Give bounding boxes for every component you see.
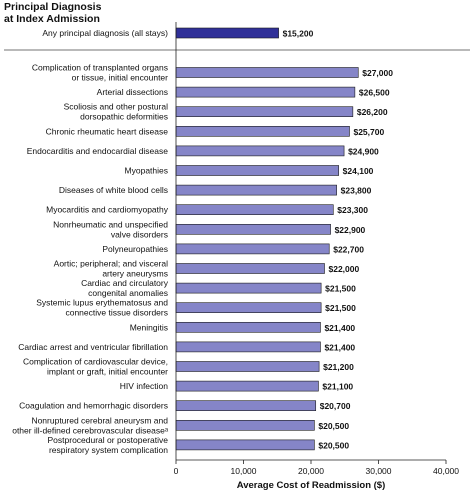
value-label: $26,200 [357,107,388,117]
value-label: $24,900 [348,146,379,156]
bar [175,106,354,117]
value-label: $20,500 [318,440,349,450]
category-label: Systemic lupus erythematosus and connecti… [36,298,168,318]
category-label: Diseases of white blood cells [59,185,168,195]
bar [175,165,339,176]
value-label: $24,100 [343,166,374,176]
category-label: Cardiac and circulatory congenital anomal… [81,278,169,298]
summary-category-label: Any principal diagnosis (all stays) [42,28,168,38]
value-label: $21,500 [325,284,356,294]
category-label: Nonrheumatic and unspecified valve disord… [53,219,168,239]
value-label: $23,800 [341,186,372,196]
bar [175,184,337,196]
bar [175,145,345,157]
bar [175,67,359,78]
value-label: $21,400 [324,342,355,352]
bar [175,282,322,294]
summary-bar [175,27,279,39]
value-label: $22,700 [333,244,364,254]
value-label: $20,700 [320,401,351,411]
category-label: Endocarditis and endocardial disease [27,146,169,156]
bar [175,380,319,392]
x-tick-label: 20,000 [298,466,324,476]
bar [175,204,334,215]
category-label: Meningitis [130,322,168,332]
category-label: Postprocedural or postoperative respirato… [48,435,169,455]
bar [175,224,331,235]
x-tick-label: 0 [174,466,179,476]
category-label: Arterial dissections [97,87,168,97]
summary-value-label: $15,200 [283,29,314,39]
bar [175,86,356,98]
value-label: $21,500 [325,303,356,313]
category-label: Scoliosis and other postural dorsopathic … [64,102,169,122]
value-label: $25,700 [353,127,384,137]
value-label: $21,200 [323,362,354,372]
category-label: Complication of cardiovascular device, im… [23,357,168,377]
chart-header-line-2: at Index Admission [4,13,100,25]
value-label: $22,900 [335,225,366,235]
category-label: Myocarditis and cardiomyopathy [46,205,169,215]
bar [175,302,322,314]
bar [175,126,350,137]
category-label: Coagulation and hemorrhagic disorders [19,401,168,411]
value-label: $27,000 [362,68,393,78]
bar [175,321,321,333]
category-label: Nonruptured cerebral aneurysm and other i… [12,415,169,435]
chart-header-line-1: Principal Diagnosis [4,1,102,13]
value-label: $20,500 [318,421,349,431]
bar [175,341,321,353]
category-label: Complication of transplanted organs or ti… [32,63,168,83]
x-axis-title: Average Cost of Readmission ($) [237,480,386,491]
value-label: $21,400 [324,323,355,333]
bar [175,439,315,451]
value-label: $22,000 [329,264,360,274]
category-label: Aortic; peripheral; and visceral artery a… [54,259,168,279]
value-label: $21,100 [322,382,353,392]
value-label: $23,300 [337,205,368,215]
category-label: Chronic rheumatic heart disease [46,126,169,136]
x-tick-label: 30,000 [366,466,392,476]
category-label: Myopathies [125,166,168,176]
value-label: $26,500 [359,88,390,98]
bar [175,263,325,274]
category-label: Polyneuropathies [102,244,168,254]
x-tick-label: 40,000 [433,466,459,476]
category-label: Cardiac arrest and ventricular fibrillat… [18,342,168,352]
bar [175,419,315,431]
bar [175,361,320,372]
bar [175,243,330,255]
x-tick-label: 10,000 [231,466,257,476]
bar [175,400,317,412]
category-label: HIV infection [120,381,168,391]
